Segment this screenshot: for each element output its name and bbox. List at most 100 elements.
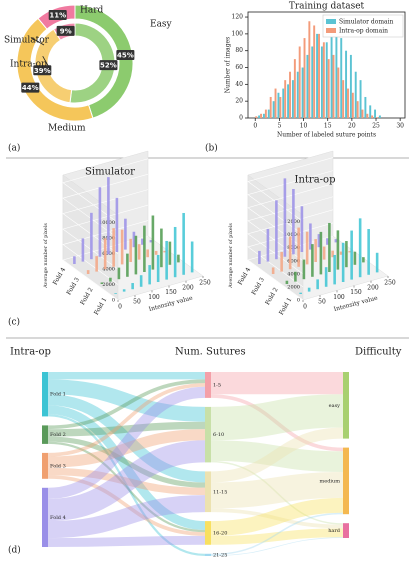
bar <box>287 84 290 118</box>
sankey-link <box>210 427 344 483</box>
bar <box>345 50 348 119</box>
sankey-link <box>47 379 206 422</box>
x-tick-label: 10 <box>300 123 308 130</box>
bar <box>282 88 285 118</box>
node-label: easy <box>329 403 341 409</box>
series-label: Intra-op <box>10 60 47 70</box>
node-label: 6-10 <box>213 432 224 438</box>
x-tick-label: 0 <box>118 304 122 311</box>
sankey-node <box>42 372 48 417</box>
bar <box>366 113 369 118</box>
node-label: 21-25 <box>213 552 227 558</box>
x-tick-label: 100 <box>333 294 345 301</box>
z-tick-label: 4000 <box>287 271 300 277</box>
grid-line <box>247 235 334 301</box>
bar <box>318 33 320 118</box>
legend-swatch <box>326 19 336 24</box>
sankey-node <box>205 372 211 398</box>
sankey-node <box>205 406 211 463</box>
z-axis-label: Average number of pixels <box>228 223 234 289</box>
sankey-node <box>42 452 48 479</box>
bar <box>371 115 374 118</box>
bar <box>340 38 343 119</box>
x-tick-label: 100 <box>148 294 160 301</box>
legend-box <box>322 14 404 38</box>
sankey-node <box>42 487 48 547</box>
bar <box>272 101 275 118</box>
x-tick-label: 150 <box>350 289 362 296</box>
chart-title: Simulator <box>85 167 135 178</box>
bar <box>354 71 357 118</box>
sankey-link <box>210 528 344 545</box>
chart-title: Intra-op <box>295 175 336 186</box>
grid-line <box>62 220 149 285</box>
bar <box>376 117 378 118</box>
x-tick-label: 0 <box>303 304 307 311</box>
sankey-node <box>343 447 349 515</box>
sankey-link <box>47 429 206 468</box>
fold-label: Fold 3 <box>250 276 266 296</box>
bar <box>325 42 328 118</box>
grid-line <box>62 235 149 301</box>
z-axis-label: Average number of pixels <box>43 223 49 289</box>
node-label: 11-15 <box>213 489 227 495</box>
z-tick-label: 2000 <box>102 282 115 288</box>
sankey-link <box>47 379 206 430</box>
bar <box>374 109 377 118</box>
x-tick-label: 150 <box>165 289 177 296</box>
fold-label: Fold 4 <box>237 266 253 286</box>
bar <box>289 71 291 118</box>
sankey-link <box>47 394 206 483</box>
bar <box>330 21 333 118</box>
sankey-link <box>210 537 344 556</box>
panel-label: (b) <box>205 143 218 154</box>
leader-line <box>30 37 45 46</box>
bar <box>337 67 340 118</box>
panel-label: (a) <box>8 143 20 154</box>
sankey-link <box>210 394 344 452</box>
bar <box>342 80 345 118</box>
bar <box>264 109 267 118</box>
x-tick-label: 200 <box>182 284 194 291</box>
bar <box>313 25 316 118</box>
sankey-link <box>47 414 206 556</box>
node-label: hard <box>328 528 341 534</box>
sankey-link <box>47 467 206 496</box>
sankey-link <box>210 472 344 509</box>
x-axis-label: Number of labeled suture points <box>277 132 376 139</box>
z-tick-label: 12000 <box>284 219 300 225</box>
bar <box>311 46 314 118</box>
sankey-link <box>47 436 206 488</box>
bar <box>320 46 323 118</box>
series-label: Simulator <box>4 36 50 46</box>
sankey-node <box>42 425 48 444</box>
bar <box>322 42 325 118</box>
sankey-link <box>47 440 206 522</box>
node-label: Fold 2 <box>50 432 66 438</box>
y-axis-label: Number of images <box>225 37 232 93</box>
column-title: Difficulty <box>355 347 402 358</box>
value-label: 44% <box>22 84 39 92</box>
leader-line <box>42 55 51 70</box>
panel-label: (d) <box>8 545 21 556</box>
bar <box>332 54 335 118</box>
node-label: 1-5 <box>213 382 221 388</box>
column-title: Intra-op <box>10 347 51 358</box>
sankey-link <box>210 394 344 441</box>
x-tick-label: 15 <box>324 123 332 130</box>
x-tick-label: 250 <box>384 280 396 287</box>
category-label: Hard <box>80 6 104 16</box>
bar <box>369 105 372 118</box>
bar <box>258 115 261 118</box>
legend-label: Simulator domain <box>339 19 394 26</box>
bar <box>359 80 362 118</box>
y-tick-label: 0 <box>239 115 243 122</box>
sankey-node <box>205 553 211 556</box>
sankey-link <box>210 512 344 556</box>
bar <box>364 96 367 118</box>
column-title: Num. Sutures <box>175 347 246 358</box>
label-box <box>56 25 75 36</box>
x-tick-label: 200 <box>367 284 379 291</box>
bar <box>308 21 311 118</box>
